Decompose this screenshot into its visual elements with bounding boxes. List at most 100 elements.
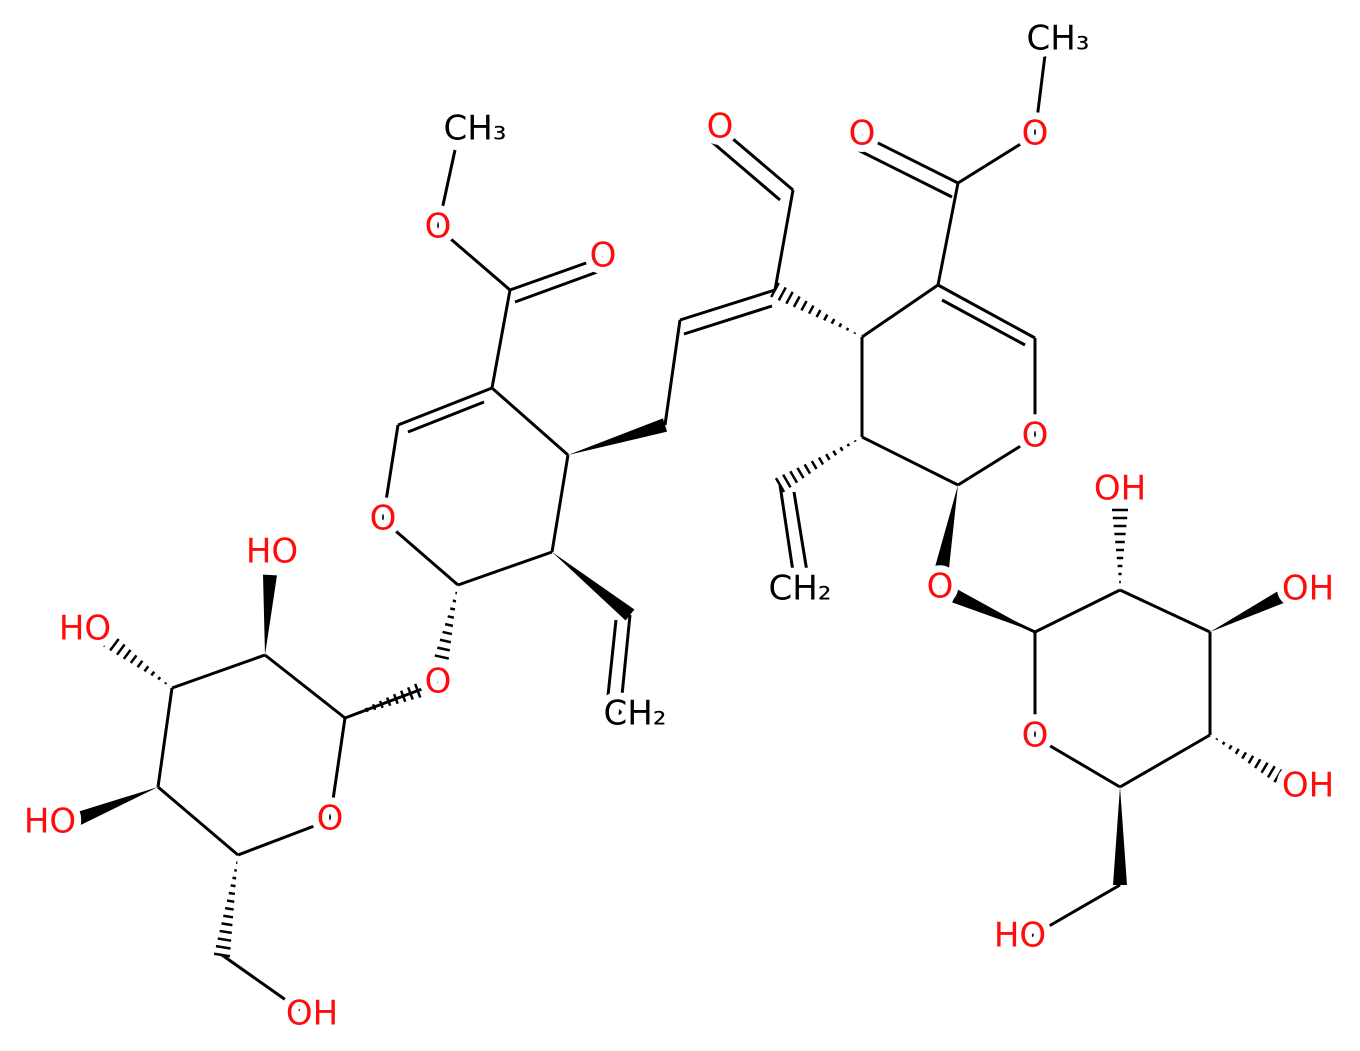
atom-label: OH [286,994,338,1034]
stereo-bonds [72,282,1291,958]
stereo-bond [392,693,399,705]
atom-label: O [370,499,397,539]
stereo-bond [109,638,120,652]
stereo-bond [1228,744,1233,750]
stereo-bond [952,589,1035,632]
stereo-bond [221,922,233,927]
stereo-bond [364,707,369,713]
stereo-bond [385,697,392,707]
stereo-bond [102,632,114,648]
stereo-bond [770,282,780,298]
stereo-bond [228,891,236,896]
atom-label: O [707,107,734,147]
atom-label: O [927,567,954,607]
stereo-bond [839,446,844,452]
atom-label: CH₂ [604,694,667,734]
stereo-bond [853,439,857,443]
atom-label: CH₂ [769,569,832,609]
atom-label: O [849,114,876,154]
atom-label: OH [1282,569,1334,609]
stereo-bond [437,646,451,652]
stereo-bond [807,304,815,315]
stereo-bond [568,418,668,455]
atom-label: HO [24,802,76,842]
stereo-bond [796,467,805,479]
stereo-bond [452,599,457,603]
atom-label: O [425,662,452,702]
stereo-bond [1234,748,1240,755]
stereo-bond [444,622,454,628]
stereo-bond [371,703,377,711]
stereo-bond [129,654,138,664]
stereo-bond [774,477,786,493]
stereo-bond [785,291,794,305]
stereo-bond [442,630,453,636]
stereo-bond [224,906,234,911]
atom-label: O [425,207,452,247]
stereo-bond [447,615,455,619]
stereo-bond [838,322,843,328]
stereo-bond [823,313,829,321]
stereo-bond [230,884,236,888]
stereo-bond [845,327,850,331]
stereo-bond [1279,772,1291,788]
stereo-bond [1254,758,1262,769]
stereo-bond [789,470,799,484]
atom-labels: CH₃ O O O O CH₂ HO HO HO O OH O O O CH₃ … [17,12,1341,1041]
stereo-bond [1241,751,1248,760]
atom-label: O [1022,416,1049,456]
stereo-bond [150,670,156,677]
stereo-bond [115,643,126,656]
stereo-bond [792,295,801,308]
atom-label: O [1022,114,1049,154]
stereo-bond [421,680,429,696]
stereo-bond [143,665,150,673]
stereo-bond [439,638,452,644]
atom-label: O [590,236,617,276]
stereo-bond [164,681,168,685]
stereo-bond [399,690,407,703]
stereo-bond [414,683,422,698]
stereo-bond [217,937,232,942]
stereo-bond [777,286,787,301]
atom-label: O [1022,716,1049,756]
stereo-bond [449,607,456,611]
stereo-bond [215,944,231,950]
stereo-bond [213,952,231,958]
stereo-bond [1113,787,1127,885]
stereo-bond [832,450,838,456]
stereo-bond [136,660,144,668]
stereo-bond [810,460,818,470]
atom-label: HO [59,609,111,649]
stereo-bond [1215,737,1219,741]
stereo-bond [1247,755,1255,764]
atom-label: HO [994,916,1046,956]
stereo-bond [803,463,812,475]
stereo-bond [219,929,232,935]
stereo-bond [378,700,384,709]
stereo-bond [434,654,450,660]
stereo-bond [350,714,354,717]
stereo-bond [935,485,958,570]
stereo-bond [846,443,851,447]
stereo-bond [72,787,158,827]
atom-label: O [317,799,344,839]
atom-label: CH₃ [444,109,507,149]
stereo-bond [406,686,414,701]
stereo-bond [122,649,132,660]
stereo-bond [1266,765,1276,779]
stereo-bond [157,676,162,681]
stereo-bond [357,710,362,715]
stereo-bond [223,914,234,919]
stereo-bond [1273,769,1283,783]
atom-label: HO [246,532,298,572]
stereo-bond [226,899,235,903]
stereo-bond [830,318,836,325]
stereo-bond [1221,741,1226,746]
stereo-bond [1210,588,1289,632]
stereo-bond [853,331,857,335]
stereo-bond [782,474,792,488]
stereo-bond [552,552,635,621]
stereo-bond [263,574,277,655]
